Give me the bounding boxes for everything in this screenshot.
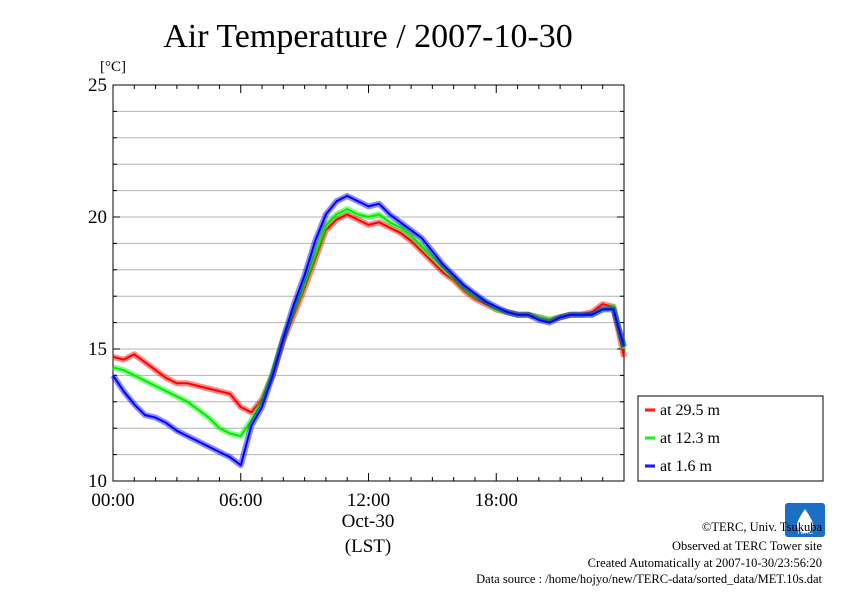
x-axis-label: (LST) [345, 536, 391, 557]
y-tick-label: 20 [88, 207, 107, 228]
grid-lines [113, 110, 624, 456]
data-source-text: Data source : /home/hojyo/new/TERC-data/… [476, 572, 822, 586]
legend-label: at 12.3 m [660, 430, 721, 447]
y-tick-label: 15 [88, 339, 107, 360]
plot-frame [112, 84, 625, 482]
legend: at 29.5 m at 12.3 m at 1.6 m [637, 395, 824, 482]
series-line [112, 194, 625, 467]
legend-box [637, 395, 824, 482]
x-tick-label: 00:00 [91, 490, 134, 511]
y-tick-label: 10 [88, 471, 107, 492]
x-tick-label: 06:00 [219, 490, 262, 511]
series-halo [110, 192, 627, 469]
x-tick-label: 12:00 [347, 490, 390, 511]
site-text: Observed at TERC Tower site [672, 539, 822, 553]
series-line [112, 208, 625, 438]
water-drop-icon [797, 509, 813, 533]
data-series [110, 192, 627, 469]
x-date-label: Oct-30 [342, 511, 395, 532]
logo-caption: TERC [797, 530, 814, 536]
created-text: Created Automatically at 2007-10-30/23:5… [588, 556, 822, 570]
x-tick-label: 18:00 [475, 490, 518, 511]
y-tick-label: 25 [88, 75, 107, 96]
copyright-text: ©TERC, Univ. Tsukuba [702, 520, 823, 534]
series-halo [112, 211, 627, 416]
y-axis-unit-label: [°C] [100, 59, 126, 75]
terc-logo: TERC [785, 503, 825, 537]
legend-label: at 29.5 m [660, 402, 721, 419]
legend-label: at 1.6 m [660, 458, 713, 475]
chart-title: Air Temperature / 2007-10-30 [163, 18, 573, 55]
axis-ticks: 10 15 20 25 00:00 06:00 12:00 18:00 [88, 75, 625, 511]
